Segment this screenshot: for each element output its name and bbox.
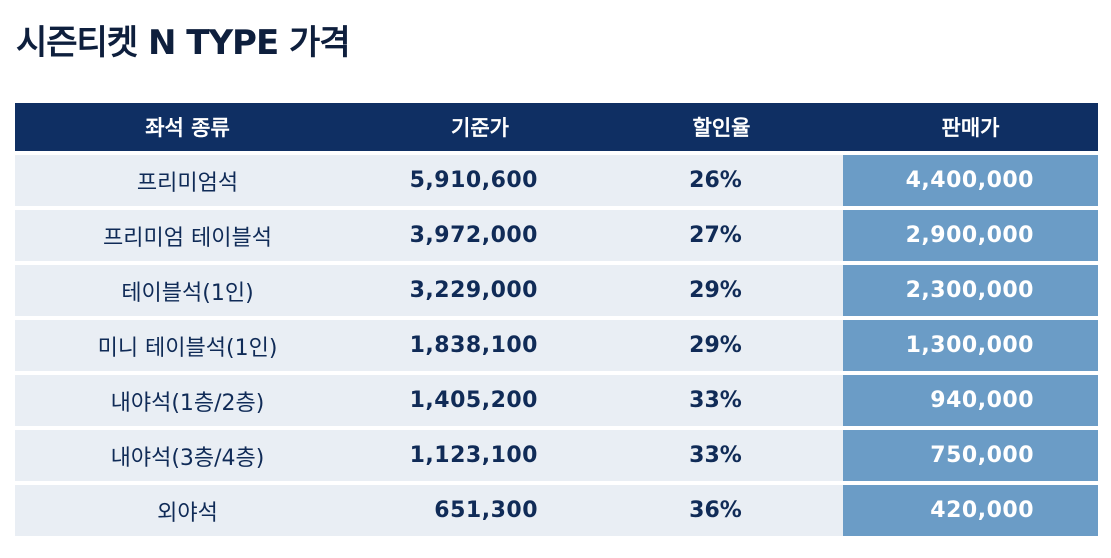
seat-type-cell: 테이블석(1인) xyxy=(15,261,360,316)
table-row: 테이블석(1인) 3,229,000 29% 2,300,000 xyxy=(15,261,1098,316)
base-price-cell: 3,229,000 xyxy=(360,261,600,316)
table-row: 미니 테이블석(1인) 1,838,100 29% 1,300,000 xyxy=(15,316,1098,371)
base-price-cell: 1,123,100 xyxy=(360,426,600,481)
table-row: 내야석(3층/4층) 1,123,100 33% 750,000 xyxy=(15,426,1098,481)
discount-rate-cell: 26% xyxy=(600,151,843,206)
header-discount-rate: 할인율 xyxy=(600,103,843,151)
header-sale-price: 판매가 xyxy=(843,103,1098,151)
base-price-cell: 651,300 xyxy=(360,481,600,536)
sale-price-cell: 2,300,000 xyxy=(843,261,1098,316)
discount-rate-cell: 29% xyxy=(600,316,843,371)
base-price-cell: 1,838,100 xyxy=(360,316,600,371)
header-seat-type: 좌석 종류 xyxy=(15,103,360,151)
table-row: 프리미엄 테이블석 3,972,000 27% 2,900,000 xyxy=(15,206,1098,261)
seat-type-cell: 내야석(3층/4층) xyxy=(15,426,360,481)
header-base-price: 기준가 xyxy=(360,103,600,151)
price-table: 좌석 종류 기준가 할인율 판매가 프리미엄석 5,910,600 26% 4,… xyxy=(15,103,1098,536)
base-price-cell: 1,405,200 xyxy=(360,371,600,426)
table-row: 외야석 651,300 36% 420,000 xyxy=(15,481,1098,536)
sale-price-cell: 420,000 xyxy=(843,481,1098,536)
seat-type-cell: 프리미엄 테이블석 xyxy=(15,206,360,261)
discount-rate-cell: 33% xyxy=(600,426,843,481)
seat-type-cell: 미니 테이블석(1인) xyxy=(15,316,360,371)
base-price-cell: 3,972,000 xyxy=(360,206,600,261)
sale-price-cell: 4,400,000 xyxy=(843,151,1098,206)
table-header-row: 좌석 종류 기준가 할인율 판매가 xyxy=(15,103,1098,151)
base-price-cell: 5,910,600 xyxy=(360,151,600,206)
discount-rate-cell: 27% xyxy=(600,206,843,261)
seat-type-cell: 내야석(1층/2층) xyxy=(15,371,360,426)
discount-rate-cell: 33% xyxy=(600,371,843,426)
sale-price-cell: 2,900,000 xyxy=(843,206,1098,261)
seat-type-cell: 프리미엄석 xyxy=(15,151,360,206)
table-row: 내야석(1층/2층) 1,405,200 33% 940,000 xyxy=(15,371,1098,426)
seat-type-cell: 외야석 xyxy=(15,481,360,536)
page-title: 시즌티켓 N TYPE 가격 xyxy=(16,23,351,63)
sale-price-cell: 940,000 xyxy=(843,371,1098,426)
table-row: 프리미엄석 5,910,600 26% 4,400,000 xyxy=(15,151,1098,206)
discount-rate-cell: 29% xyxy=(600,261,843,316)
discount-rate-cell: 36% xyxy=(600,481,843,536)
sale-price-cell: 1,300,000 xyxy=(843,316,1098,371)
sale-price-cell: 750,000 xyxy=(843,426,1098,481)
